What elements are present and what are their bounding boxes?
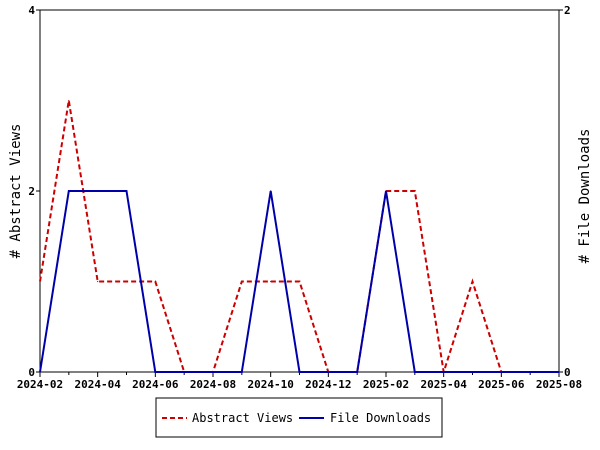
- file-downloads-point: [154, 371, 156, 373]
- file-downloads-point: [471, 371, 474, 373]
- file-downloads-point: [356, 371, 358, 373]
- file-downloads-point: [443, 371, 445, 373]
- left-y-tick-label: 4: [28, 4, 35, 17]
- file-downloads-point: [39, 371, 41, 373]
- abstract-views-point: [68, 99, 70, 102]
- x-tick-label: 2024-06: [132, 378, 179, 391]
- left-y-tick-label: 2: [28, 185, 35, 198]
- file-downloads-point: [327, 371, 329, 373]
- left-axis-title: # Abstract Views: [8, 124, 24, 259]
- x-tick-label: 2025-06: [478, 378, 525, 391]
- x-tick-label: 2024-04: [74, 378, 121, 391]
- file-downloads-point: [385, 190, 387, 192]
- file-downloads-point: [183, 371, 185, 373]
- legend-file-downloads-label: File Downloads: [330, 411, 431, 425]
- x-tick-label: 2024-12: [305, 378, 351, 391]
- x-tick-label: 2025-08: [536, 378, 582, 391]
- right-axis-title: # File Downloads: [577, 129, 593, 264]
- abstract-views-point: [154, 280, 156, 283]
- file-downloads-point: [500, 371, 502, 373]
- x-tick-label: 2025-02: [363, 378, 409, 391]
- series-group: [39, 99, 560, 373]
- file-downloads-point: [270, 190, 272, 192]
- file-downloads-point: [241, 371, 243, 373]
- left-y-tick-label: 0: [28, 366, 35, 379]
- abstract-views-point: [298, 280, 301, 283]
- file-downloads-point: [212, 371, 214, 373]
- ticks-group: 2024-02 2024-04 2024-06 2024-08 2024-10 2024-…: [17, 4, 582, 391]
- x-tick-label: 2025-04: [420, 378, 467, 391]
- abstract-views-point: [125, 280, 128, 283]
- x-tick-label: 2024-10: [247, 378, 293, 391]
- legend: Abstract Views File Downloads: [155, 397, 443, 438]
- file-downloads-point: [529, 371, 531, 373]
- file-downloads-point: [97, 190, 99, 192]
- right-y-tick-label: 2: [564, 4, 571, 17]
- legend-abstract-views-label: Abstract Views: [192, 411, 293, 425]
- abstract-views-point: [270, 280, 272, 283]
- abstract-views-point: [39, 280, 41, 283]
- abstract-views-point: [97, 280, 99, 283]
- file-downloads-point: [414, 371, 416, 373]
- abstract-views-point: [471, 280, 474, 283]
- abstract-views-line: [39, 100, 559, 373]
- abstract-views-point: [241, 280, 243, 283]
- file-downloads-point: [125, 190, 128, 192]
- file-downloads-point: [298, 371, 301, 373]
- abstract-views-point: [414, 190, 416, 192]
- x-tick-label: 2024-02: [17, 378, 63, 391]
- x-tick-label: 2024-08: [190, 378, 236, 391]
- file-downloads-point: [558, 371, 560, 373]
- right-y-tick-label: 0: [564, 366, 571, 379]
- file-downloads-point: [68, 190, 70, 192]
